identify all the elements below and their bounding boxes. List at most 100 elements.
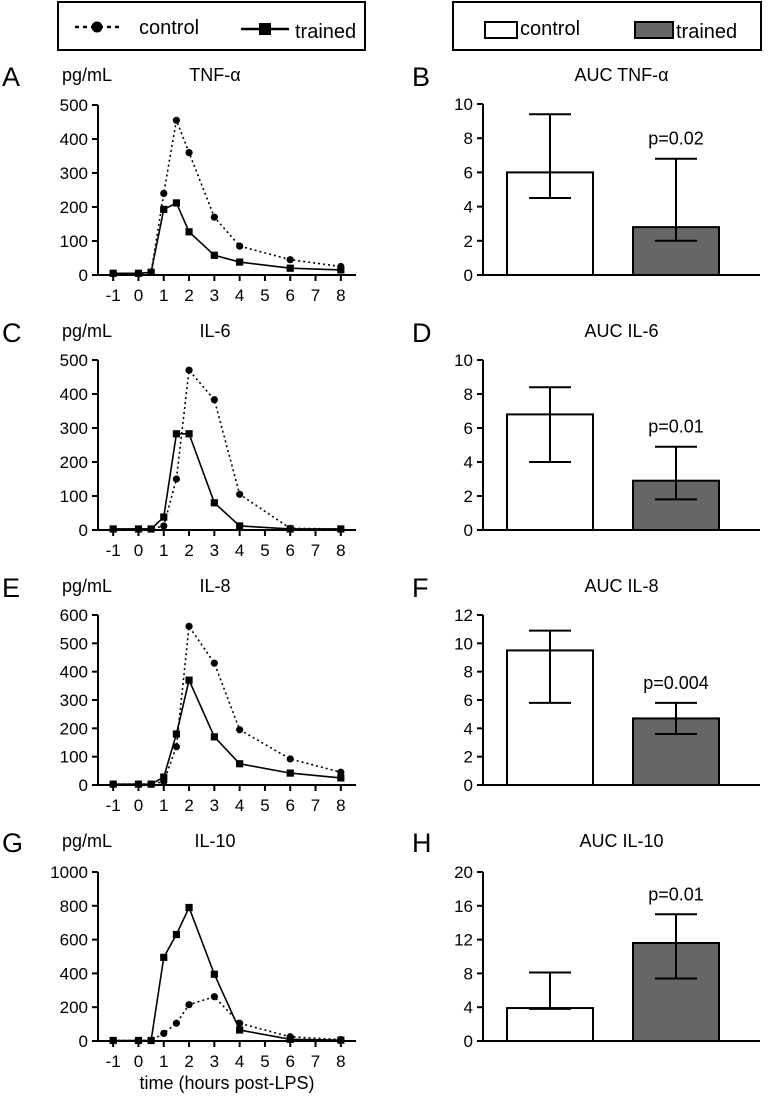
x-tick-label: 5	[260, 796, 269, 815]
data-point-trained	[134, 525, 143, 533]
x-tick-label: 5	[260, 286, 269, 305]
data-point-trained	[172, 930, 181, 939]
y-tick-label: 20	[454, 863, 473, 882]
legend-control-label: control	[520, 18, 581, 40]
x-tick-label: 3	[210, 286, 219, 305]
data-point-trained	[185, 903, 193, 912]
y-tick-label: 8	[464, 663, 473, 682]
y-tick-label: 1000	[50, 863, 88, 882]
data-point-trained	[109, 780, 117, 788]
panel-letter: D	[412, 318, 432, 348]
x-tick-label: 3	[210, 796, 219, 815]
y-tick-label: 0	[79, 776, 88, 795]
y-tick-label: 6	[464, 419, 473, 438]
legend-control-swatch	[484, 21, 518, 39]
y-tick-label: 100	[60, 232, 88, 251]
legend-trained-line-marker	[241, 23, 289, 35]
series-line-trained	[113, 677, 341, 785]
data-point-trained	[185, 676, 193, 684]
data-point-trained	[210, 970, 218, 978]
panel-letter: A	[2, 62, 20, 92]
y-unit-label: pg/mL	[62, 65, 112, 85]
x-tick-label: 1	[159, 1052, 168, 1071]
data-point-control	[172, 475, 181, 483]
x-tick-label: 4	[235, 1052, 244, 1071]
y-tick-label: 0	[464, 266, 473, 285]
data-point-trained	[337, 774, 345, 782]
panel-title: AUC IL-8	[584, 576, 658, 596]
y-tick-label: 300	[60, 691, 88, 710]
x-tick-label: 6	[286, 1052, 295, 1071]
data-point-trained	[236, 760, 244, 768]
data-point-trained	[337, 266, 345, 274]
data-point-trained	[337, 1036, 345, 1044]
data-point-control	[210, 659, 218, 667]
data-point-trained	[147, 268, 155, 276]
series-line-trained	[113, 905, 341, 1042]
y-tick-label: 200	[60, 453, 88, 472]
panel-title: TNF-α	[189, 65, 240, 85]
data-point-control	[210, 213, 218, 221]
bar-control	[506, 1007, 594, 1042]
data-point-trained	[286, 1035, 294, 1043]
data-point-trained	[160, 513, 168, 521]
data-point-control	[185, 149, 193, 157]
y-unit-label: pg/mL	[62, 576, 112, 596]
y-tick-label: 2	[464, 748, 473, 767]
y-tick-label: 12	[454, 931, 473, 950]
y-tick-label: 8	[464, 385, 473, 404]
x-tick-label: 6	[286, 541, 295, 560]
data-point-control	[236, 242, 244, 250]
panel-title: AUC IL-6	[584, 321, 658, 341]
y-tick-label: 8	[464, 964, 473, 983]
data-point-trained	[210, 251, 218, 259]
data-point-trained	[236, 258, 244, 266]
data-point-control	[286, 755, 294, 763]
legend-trained-label: trained	[295, 21, 357, 43]
series-line-control	[113, 117, 341, 275]
panel-title: AUC TNF-α	[574, 65, 668, 85]
series-line-control	[113, 368, 341, 530]
y-tick-label: 600	[60, 931, 88, 950]
x-tick-label: 3	[210, 541, 219, 560]
data-point-trained	[147, 780, 155, 788]
x-tick-label: 7	[311, 541, 320, 560]
panel-letter: C	[2, 318, 22, 348]
x-tick-label: 7	[311, 796, 320, 815]
y-tick-label: 0	[464, 1032, 473, 1051]
panel-letter: F	[412, 573, 429, 603]
x-tick-label: 6	[286, 796, 295, 815]
p-value-label: p=0.02	[648, 129, 704, 149]
legend-left: control trained	[57, 1, 366, 51]
data-point-trained	[160, 205, 168, 213]
data-point-control	[185, 622, 193, 630]
x-tick-label: 8	[336, 796, 345, 815]
panel-letter: H	[412, 828, 432, 858]
series-line-trained	[113, 432, 341, 530]
data-point-trained	[236, 1026, 244, 1034]
y-tick-label: 2	[464, 487, 473, 506]
panel-title: IL-10	[194, 831, 235, 851]
x-tick-label: 2	[184, 286, 193, 305]
data-point-control	[236, 726, 244, 734]
y-tick-label: 300	[60, 164, 88, 183]
y-tick-label: 800	[60, 897, 88, 916]
data-point-control	[160, 1029, 168, 1037]
data-point-control	[160, 189, 168, 197]
y-tick-label: 6	[464, 163, 473, 182]
x-tick-label: 8	[336, 286, 345, 305]
data-point-control	[210, 396, 218, 404]
y-tick-label: 6	[464, 691, 473, 710]
x-tick-label: 0	[134, 796, 143, 815]
y-tick-label: 10	[454, 634, 473, 653]
data-point-control	[185, 366, 193, 374]
data-point-control	[172, 1019, 181, 1027]
data-point-trained	[147, 525, 155, 533]
p-value-label: p=0.01	[648, 884, 704, 904]
y-tick-label: 100	[60, 748, 88, 767]
x-tick-label: 1	[159, 796, 168, 815]
y-tick-label: 300	[60, 419, 88, 438]
data-point-trained	[210, 499, 218, 507]
panel-title: IL-6	[199, 321, 230, 341]
x-tick-label: 7	[311, 286, 320, 305]
